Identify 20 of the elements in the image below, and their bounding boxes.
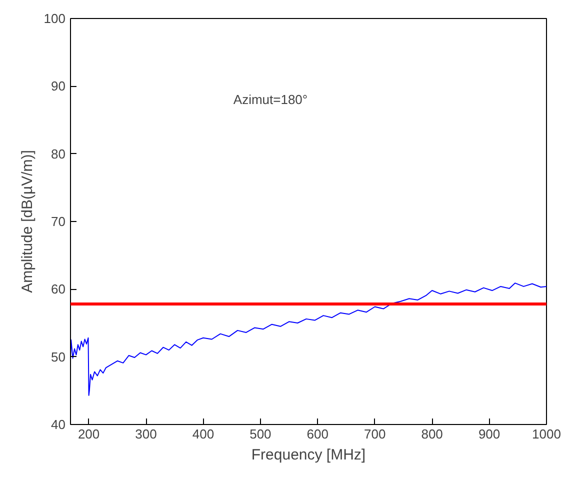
y-tick-label: 100 [44, 11, 66, 26]
annotation: Azimut=180° [233, 92, 308, 107]
y-tick-label: 40 [51, 417, 66, 432]
x-tick-label: 1000 [532, 426, 561, 442]
y-tick-label: 80 [51, 146, 66, 162]
y-axis-title: Amplitude [dB(µV/m)] [18, 150, 36, 293]
x-tick-label: 300 [135, 426, 157, 442]
y-tick-label: 70 [51, 214, 66, 229]
x-tick-label: 400 [192, 426, 214, 442]
y-tick-label: 60 [51, 282, 66, 297]
y-tick-label: 90 [51, 78, 66, 94]
line-series [70, 282, 546, 396]
x-tick-label: 700 [364, 426, 386, 442]
y-tick-label: 50 [51, 349, 66, 364]
x-tick-label: 600 [306, 426, 329, 442]
x-tick-label: 900 [478, 426, 500, 442]
x-tick-label: 800 [421, 426, 443, 442]
x-tick-label: 200 [78, 426, 100, 442]
x-axis-title: Frequency [MHz] [251, 446, 366, 464]
x-tick-label: 500 [250, 426, 272, 442]
